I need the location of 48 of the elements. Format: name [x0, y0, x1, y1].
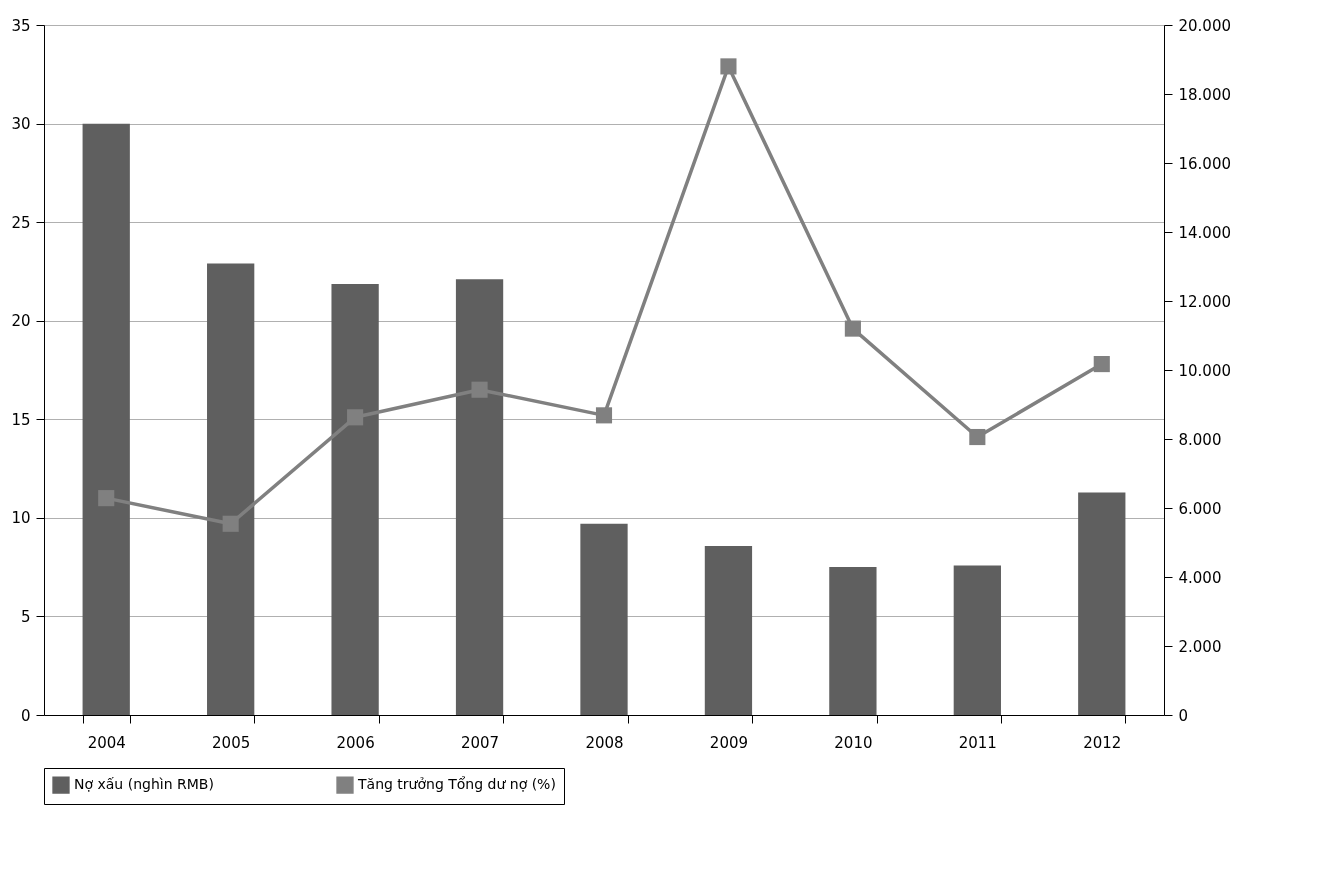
- y2-tick-label: 12.000: [1178, 292, 1231, 311]
- point: [844, 320, 861, 337]
- x-tick-label: 2008: [585, 733, 624, 752]
- bar: [829, 567, 877, 715]
- x-tick-label: 2004: [87, 733, 126, 752]
- bar: [704, 545, 753, 715]
- bar: [580, 523, 628, 715]
- y-tick-label: 30: [11, 115, 31, 134]
- x-tick-label: 2011: [958, 733, 997, 752]
- point: [347, 409, 364, 426]
- y-tick-label: 20: [11, 312, 31, 331]
- y-tick-label: 25: [11, 213, 31, 232]
- y-tick-label: 35: [11, 16, 31, 35]
- y-tick-label: 10: [11, 509, 31, 528]
- y2-tick-label: 6.000: [1178, 499, 1222, 518]
- point: [720, 58, 737, 75]
- y2-tick-label: 2.000: [1178, 637, 1222, 656]
- bar: [331, 284, 379, 715]
- y2-tick-label: 20.000: [1178, 16, 1231, 35]
- point: [471, 381, 488, 398]
- x-tick-label: 2010: [834, 733, 873, 752]
- bar: [82, 123, 130, 715]
- y2-tick-label: 10.000: [1178, 361, 1231, 380]
- bar: [1078, 492, 1126, 715]
- point: [595, 407, 613, 424]
- y2-tick-label: 14.000: [1178, 223, 1231, 242]
- y-tick-label: 0: [20, 706, 31, 725]
- y2-tick-label: 0: [1178, 706, 1189, 725]
- y2-tick-label: 4.000: [1178, 568, 1222, 587]
- x-tick-label: 2009: [709, 733, 749, 752]
- x-tick-label: 2005: [212, 733, 251, 752]
- point: [969, 428, 986, 446]
- point: [222, 515, 239, 532]
- y-tick-label: 15: [11, 410, 31, 429]
- y2-tick-label: 16.000: [1178, 154, 1231, 173]
- point: [1093, 356, 1110, 373]
- point: [98, 490, 115, 507]
- x-tick-label: 2006: [336, 733, 375, 752]
- bar: [455, 279, 504, 715]
- bar: [953, 565, 1001, 715]
- y-tick-label: 5: [20, 607, 31, 626]
- bar: [207, 263, 255, 715]
- y2-tick-label: 8.000: [1178, 430, 1222, 449]
- x-tick-label: 2007: [460, 733, 500, 752]
- legend-label: Nợ xấu (nghìn RMB): [74, 776, 214, 793]
- x-tick-label: 2012: [1083, 733, 1122, 752]
- y2-tick-label: 18.000: [1178, 85, 1231, 104]
- legend-label: Tăng trưởng Tổng dư nợ (%): [357, 776, 556, 793]
